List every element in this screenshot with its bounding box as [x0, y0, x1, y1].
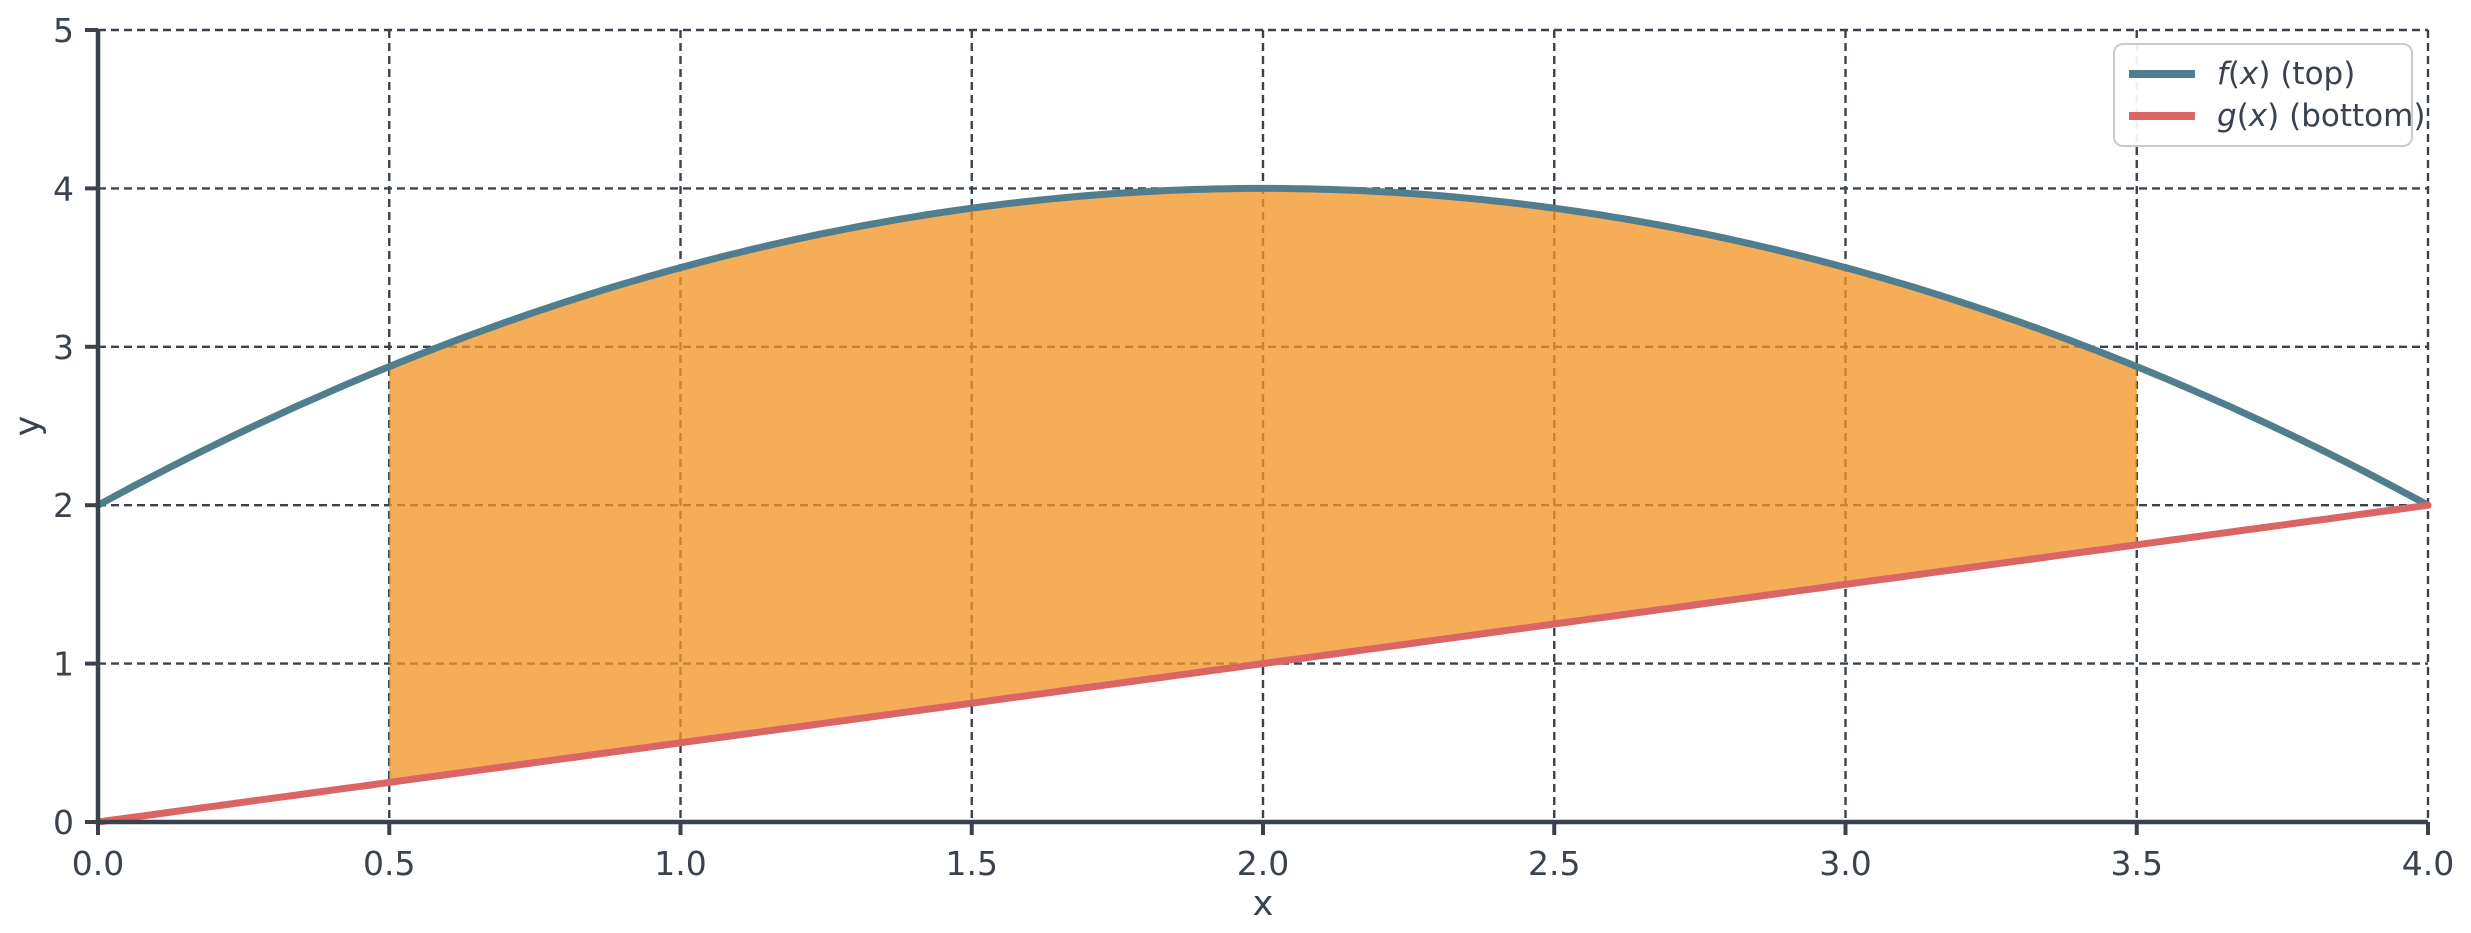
x-axis-label: x	[1252, 884, 1274, 924]
legend: f(x) (top) g(x) (bottom)	[2113, 43, 2425, 147]
x-tick-label: 2.5	[1528, 844, 1580, 883]
y-tick-label: 1	[53, 645, 74, 684]
legend-entry: g(x) (bottom)	[2129, 98, 2425, 134]
x-tick-label: 0.5	[363, 844, 415, 883]
x-tick-label: 3.5	[2111, 844, 2163, 883]
x-tick-label: 0.0	[72, 844, 124, 883]
legend-line-sample	[2129, 69, 2195, 78]
x-tick-label: 3.0	[1819, 844, 1871, 883]
y-tick-label: 2	[53, 486, 74, 525]
g-curve	[94, 501, 2432, 826]
y-tick-label: 4	[53, 169, 74, 208]
x-tick-label: 4.0	[2402, 844, 2454, 883]
legend-entry: f(x) (top)	[2129, 56, 2397, 92]
legend-entry-label: g(x) (bottom)	[2217, 98, 2426, 135]
fill-between-region	[389, 188, 2137, 783]
x-tick-label: 1.5	[946, 844, 998, 883]
legend-line-sample	[2129, 112, 2195, 121]
y-axis-label: y	[8, 415, 48, 437]
x-tick-label: 2.0	[1237, 844, 1289, 883]
x-tick-label: 1.0	[654, 844, 706, 883]
y-tick-label: 0	[53, 803, 74, 842]
f-curve	[94, 184, 2432, 509]
legend-entry-label: f(x) (top)	[2217, 55, 2356, 92]
y-tick-label: 3	[53, 328, 74, 367]
y-tick-label: 5	[53, 11, 74, 50]
